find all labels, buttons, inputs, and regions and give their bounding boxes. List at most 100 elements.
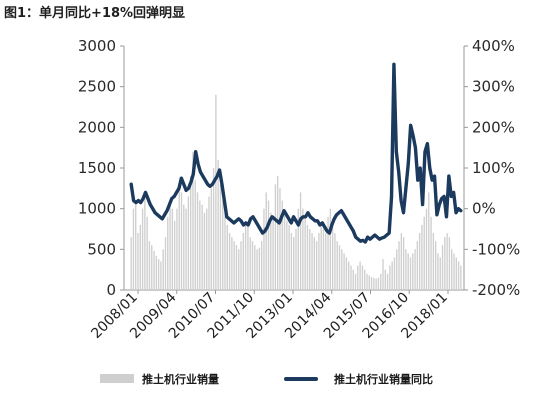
- sales-bar: [423, 216, 425, 290]
- sales-bar: [432, 233, 435, 290]
- legend-label-line: 推土机行业销量同比: [334, 372, 433, 386]
- sales-bar: [135, 204, 137, 290]
- sales-bar: [396, 249, 398, 290]
- sales-bar: [299, 192, 302, 290]
- sales-bar: [425, 208, 428, 290]
- sales-bar: [222, 200, 224, 290]
- sales-bar: [219, 184, 222, 290]
- sales-bar: [226, 224, 228, 290]
- sales-bar: [322, 229, 325, 290]
- sales-bar: [176, 208, 178, 290]
- sales-bar: [402, 237, 405, 290]
- sales-bar: [329, 208, 332, 290]
- sales-bar: [304, 216, 306, 290]
- sales-bar: [295, 229, 297, 290]
- sales-bar: [327, 216, 329, 290]
- sales-bar: [455, 257, 457, 290]
- sales-bar: [169, 200, 171, 290]
- sales-bar: [338, 245, 341, 290]
- sales-bar: [283, 212, 286, 290]
- sales-bar: [240, 241, 242, 290]
- sales-bar: [441, 245, 444, 290]
- sales-bar: [457, 261, 460, 290]
- sales-bar: [414, 249, 416, 290]
- sales-bar: [247, 224, 249, 290]
- sales-bar: [290, 233, 293, 290]
- sales-bar: [189, 176, 192, 290]
- sales-bar: [256, 249, 258, 290]
- sales-bar: [361, 265, 364, 290]
- right-tick-label: 0%: [472, 200, 496, 218]
- sales-bar: [389, 265, 391, 290]
- sales-bar: [336, 241, 338, 290]
- sales-bar: [212, 168, 215, 290]
- sales-bar: [288, 224, 290, 290]
- sales-bar: [137, 233, 139, 290]
- sales-bar: [311, 233, 313, 290]
- sales-bar: [194, 180, 196, 290]
- left-tick-label: 3000: [78, 37, 116, 55]
- sales-bar: [430, 216, 432, 290]
- sales-bar: [139, 224, 141, 290]
- sales-bar: [347, 261, 350, 290]
- sales-bar: [206, 208, 208, 290]
- left-tick-label: 2500: [78, 78, 116, 96]
- sales-bar: [352, 269, 354, 290]
- sales-bar: [265, 192, 267, 290]
- sales-bar: [183, 204, 185, 290]
- sales-bar: [453, 253, 455, 290]
- sales-bar: [228, 233, 231, 290]
- sales-bar: [451, 249, 453, 290]
- sales-bar: [375, 278, 377, 290]
- right-tick-label: 100%: [472, 159, 515, 177]
- sales-bar: [192, 151, 194, 290]
- sales-bar: [217, 159, 219, 290]
- sales-bar: [331, 220, 334, 290]
- right-tick-label: 400%: [472, 37, 515, 55]
- sales-bar: [412, 253, 414, 290]
- sales-bar: [258, 247, 261, 290]
- sales-bar: [343, 253, 345, 290]
- sales-bar: [235, 245, 238, 290]
- sales-bar: [153, 250, 155, 290]
- sales-bar: [267, 200, 270, 290]
- sales-bar: [444, 237, 446, 290]
- sales-bar: [345, 257, 348, 290]
- sales-bar: [407, 253, 409, 290]
- sales-bar: [448, 237, 451, 290]
- sales-bar: [251, 241, 254, 290]
- sales-bar: [238, 249, 240, 290]
- sales-bar: [391, 261, 393, 290]
- sales-bar: [313, 237, 315, 290]
- sales-bar: [293, 237, 295, 290]
- sales-bar: [231, 237, 233, 290]
- sales-bar: [382, 259, 384, 290]
- sales-bar: [373, 277, 375, 290]
- sales-bar: [309, 229, 311, 290]
- sales-bar: [409, 257, 412, 290]
- sales-bar: [260, 241, 263, 290]
- sales-bar: [350, 265, 352, 290]
- sales-bar: [215, 94, 217, 290]
- sales-bar: [144, 192, 146, 290]
- sales-bar: [151, 245, 153, 290]
- left-tick-label: 1000: [78, 200, 116, 218]
- sales-bar: [199, 200, 201, 290]
- sales-bar: [421, 224, 423, 290]
- left-tick-label: 500: [87, 240, 116, 258]
- sales-bar: [277, 176, 279, 290]
- sales-bar: [162, 249, 164, 290]
- sales-bar: [167, 216, 169, 290]
- sales-bar: [325, 233, 327, 290]
- sales-bar: [187, 196, 190, 290]
- sales-bar: [130, 237, 132, 290]
- left-tick-label: 2000: [78, 118, 116, 136]
- sales-bar: [224, 212, 226, 290]
- sales-bar: [386, 273, 389, 290]
- sales-bar: [263, 208, 265, 290]
- sales-bar: [359, 261, 361, 290]
- sales-bar: [446, 233, 448, 290]
- sales-bar: [393, 257, 396, 290]
- sales-bar: [320, 224, 322, 290]
